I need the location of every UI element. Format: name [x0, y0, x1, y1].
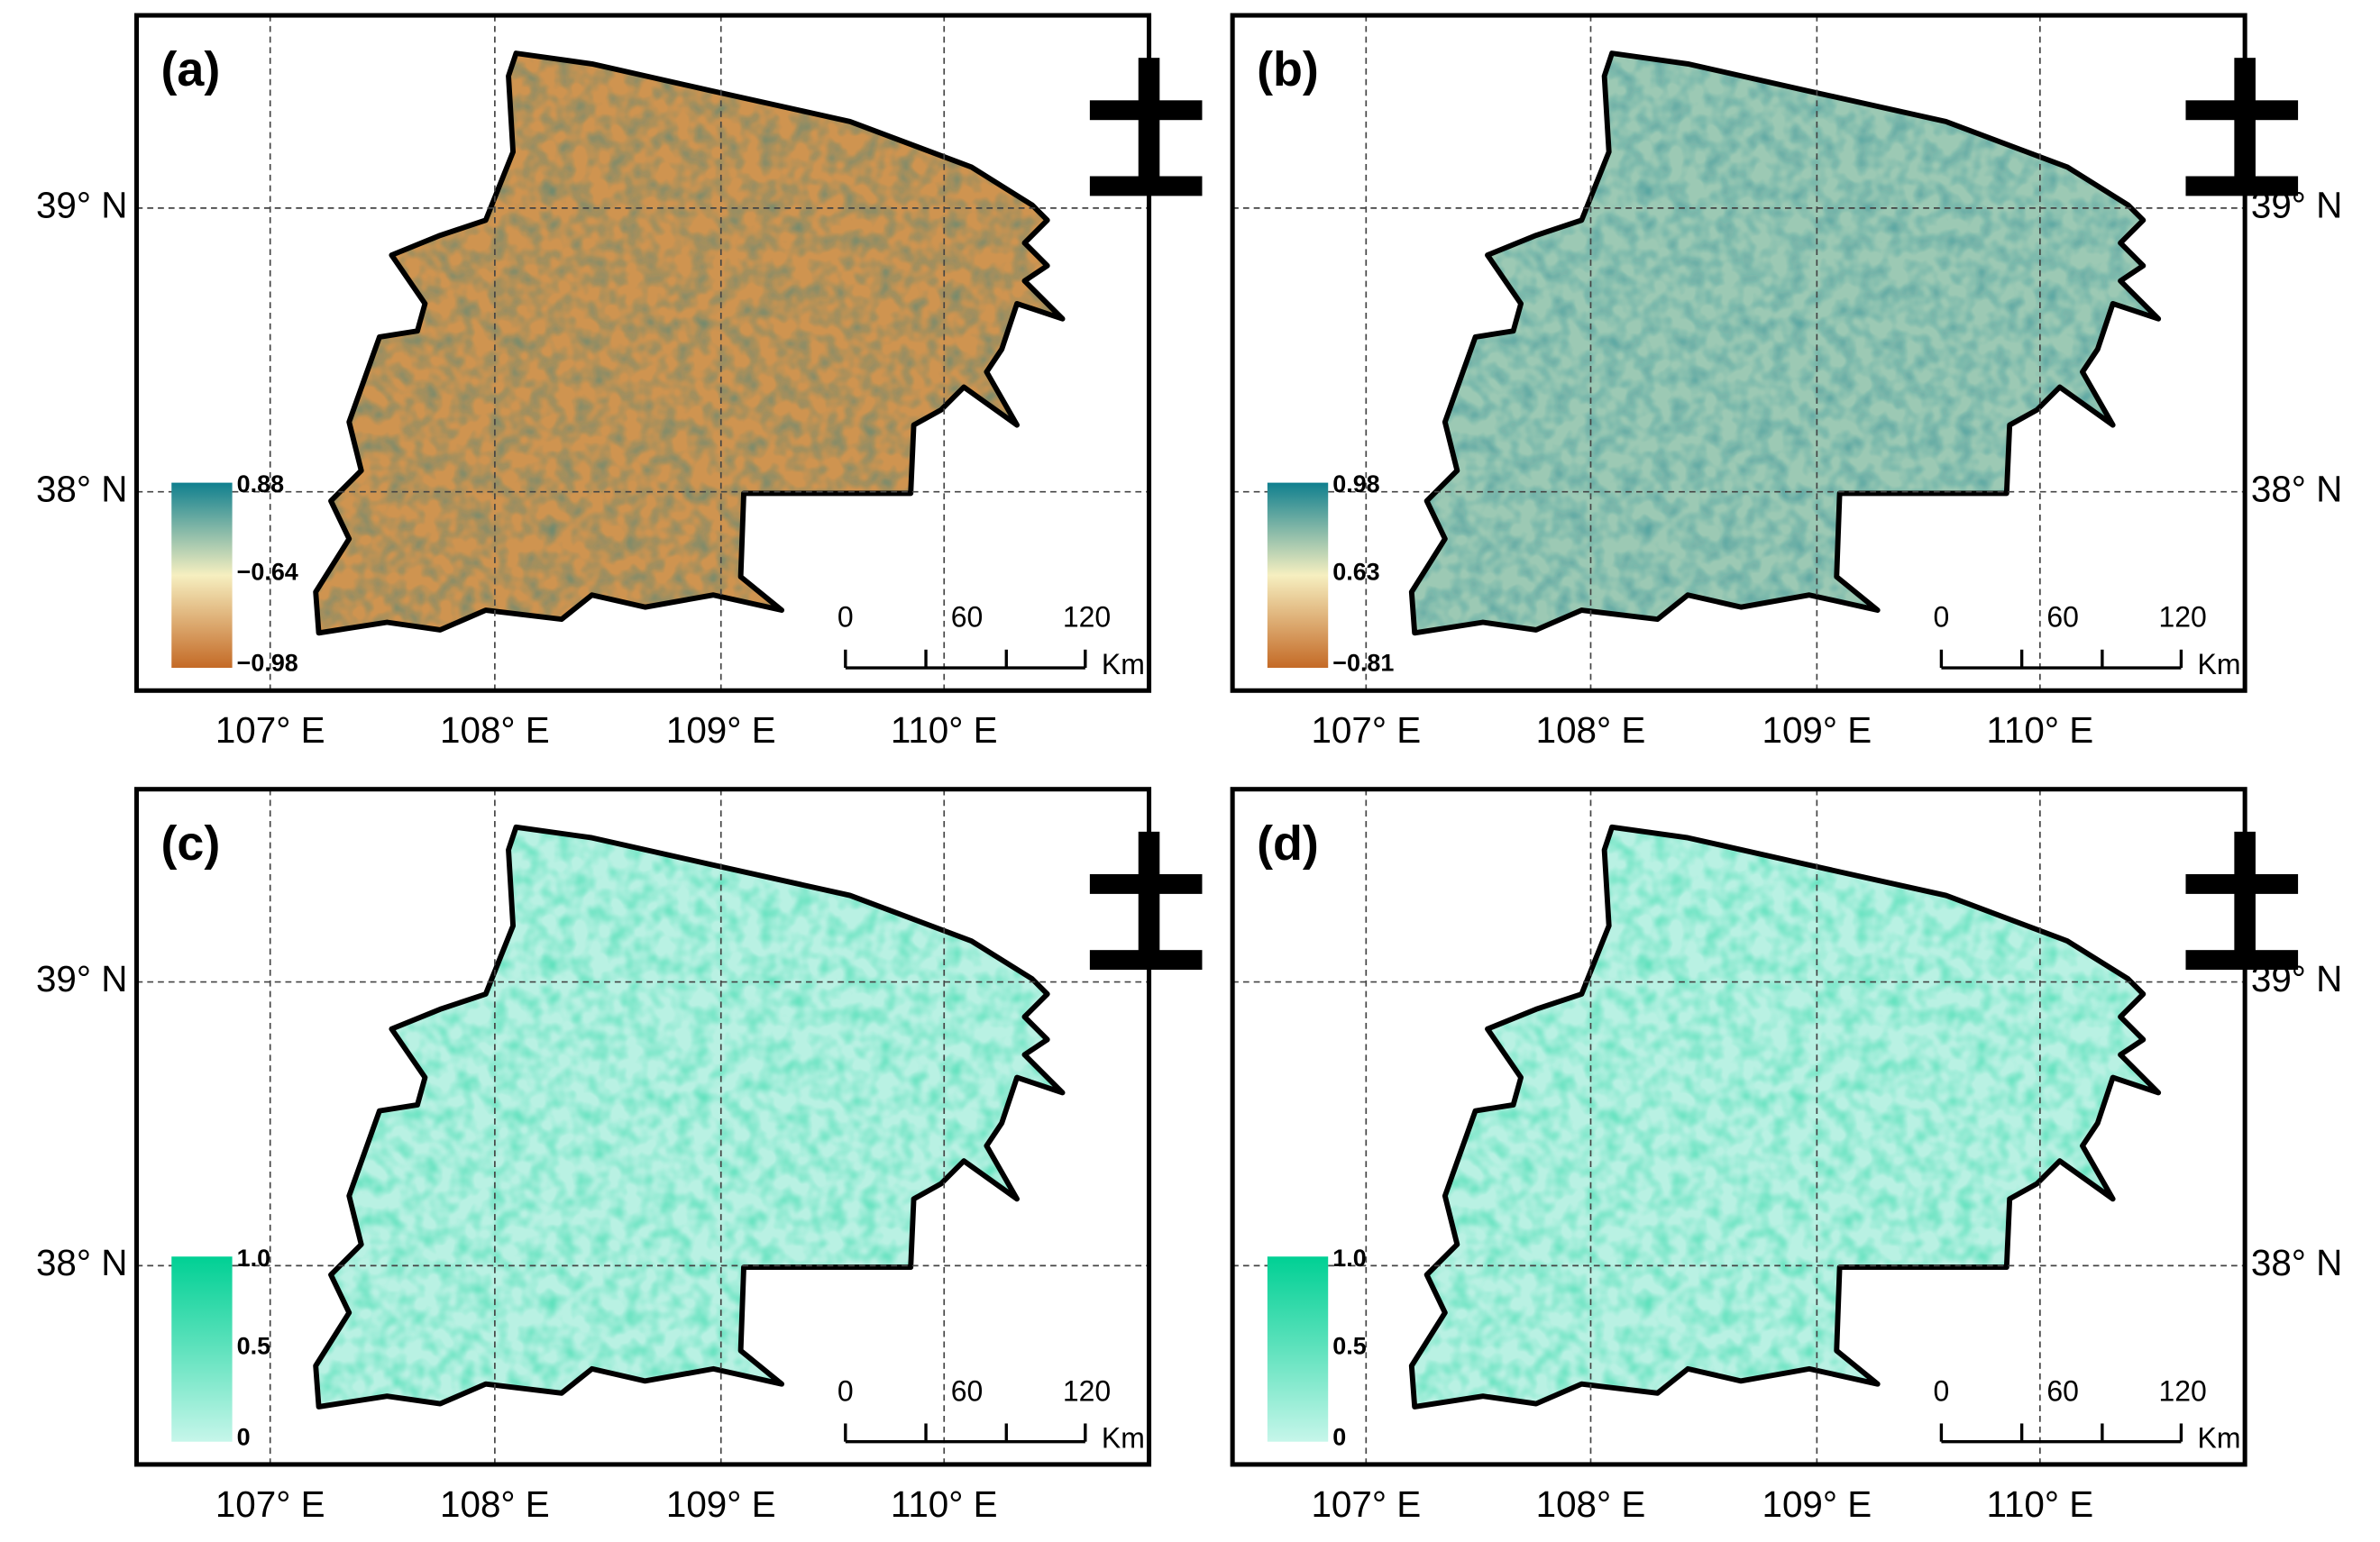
panel-label: (b) [1257, 42, 1319, 96]
latitude-label: 39° N [36, 185, 127, 226]
legend-label: 1.0 [1332, 1245, 1366, 1272]
scale-label: 60 [2046, 1374, 2079, 1407]
scale-label: 0 [838, 1374, 854, 1407]
latitude-label: 39° N [2251, 185, 2342, 226]
longitude-label: 109° E [666, 1483, 776, 1525]
panel-label: (d) [1257, 817, 1319, 871]
north-arrow [1089, 176, 1203, 196]
scale-unit: Km [2198, 648, 2241, 680]
legend-label: 0 [237, 1423, 251, 1450]
longitude-label: 108° E [440, 709, 550, 751]
north-arrow [2185, 873, 2299, 894]
legend-label: −0.98 [237, 650, 298, 677]
legend-bar [1267, 1256, 1329, 1442]
legend-bar [171, 1256, 233, 1442]
north-arrow [1089, 873, 1203, 894]
map-frame [1230, 787, 2247, 1467]
longitude-label: 108° E [440, 1483, 550, 1525]
north-arrow [2185, 176, 2299, 196]
panel-label: (c) [160, 817, 220, 871]
scale-label: 0 [838, 601, 854, 634]
longitude-label: 110° E [1986, 709, 2093, 751]
map-frame [1230, 13, 2247, 693]
region-texture [1411, 826, 2159, 1407]
map-panel: (b) 0.98 0.63 −0.81 0 60 120 Km 107° E 108° E 109°… [1230, 13, 2342, 751]
map-panel: (c) 1.0 0.5 0 0 60 120 Km 107° E 108° E 109° E 110°… [36, 787, 1203, 1525]
legend-label: 0.88 [237, 470, 284, 497]
longitude-label: 107° E [1311, 1483, 1421, 1525]
latitude-label: 38° N [2251, 1242, 2342, 1283]
region-outline [1408, 50, 2162, 636]
map-panel: (a) 0.88 −0.64 −0.98 0 60 120 Km 107° E 108° E 109… [36, 13, 1203, 751]
legend-label: 0.5 [237, 1332, 270, 1359]
north-arrow [2185, 950, 2299, 971]
longitude-label: 108° E [1536, 709, 1646, 751]
scale-label: 120 [2158, 1374, 2206, 1407]
scale-label: 120 [1063, 601, 1111, 634]
latitude-label: 39° N [2251, 958, 2342, 999]
legend-label: 0 [1332, 1423, 1346, 1450]
longitude-label: 109° E [666, 709, 776, 751]
longitude-label: 110° E [891, 709, 998, 751]
scale-label: 60 [951, 1374, 984, 1407]
legend-label: −0.64 [237, 559, 298, 586]
latitude-label: 39° N [36, 958, 127, 999]
panel-label: (a) [160, 42, 220, 96]
map-panel: (d) 1.0 0.5 0 0 60 120 Km 107° E 108° E 109° E 110°… [1230, 787, 2342, 1525]
longitude-label: 110° E [891, 1483, 998, 1525]
legend-label: 0.98 [1332, 470, 1379, 497]
map-frame [134, 787, 1152, 1467]
legend-label: 0.63 [1332, 559, 1379, 586]
scale-label: 0 [1934, 601, 1950, 634]
longitude-label: 109° E [1762, 1483, 1872, 1525]
scale-unit: Km [1102, 648, 1145, 680]
scale-unit: Km [2198, 1421, 2241, 1454]
region-texture [316, 53, 1063, 634]
latitude-label: 38° N [2251, 468, 2342, 509]
region-texture [1411, 53, 2159, 634]
scale-unit: Km [1102, 1421, 1145, 1454]
legend-label: −0.81 [1332, 650, 1394, 677]
legend-label: 1.0 [237, 1245, 270, 1272]
longitude-label: 108° E [1536, 1483, 1646, 1525]
latitude-label: 38° N [36, 468, 127, 509]
region-outline [1408, 824, 2162, 1410]
north-arrow [2185, 100, 2299, 121]
map-frame [134, 13, 1152, 693]
scale-label: 60 [951, 601, 984, 634]
region-outline [313, 50, 1066, 636]
legend-bar [171, 482, 233, 669]
scale-label: 120 [2158, 601, 2206, 634]
legend-bar [1267, 482, 1329, 669]
north-arrow [1089, 100, 1203, 121]
north-arrow [1089, 950, 1203, 971]
scale-label: 0 [1934, 1374, 1950, 1407]
legend-label: 0.5 [1332, 1332, 1366, 1359]
longitude-label: 107° E [215, 709, 325, 751]
scale-label: 60 [2046, 601, 2079, 634]
longitude-label: 109° E [1762, 709, 1872, 751]
region-texture [316, 826, 1063, 1407]
region-outline [313, 824, 1066, 1410]
longitude-label: 110° E [1986, 1483, 2093, 1525]
longitude-label: 107° E [1311, 709, 1421, 751]
scale-label: 120 [1063, 1374, 1111, 1407]
latitude-label: 38° N [36, 1242, 127, 1283]
longitude-label: 107° E [215, 1483, 325, 1525]
